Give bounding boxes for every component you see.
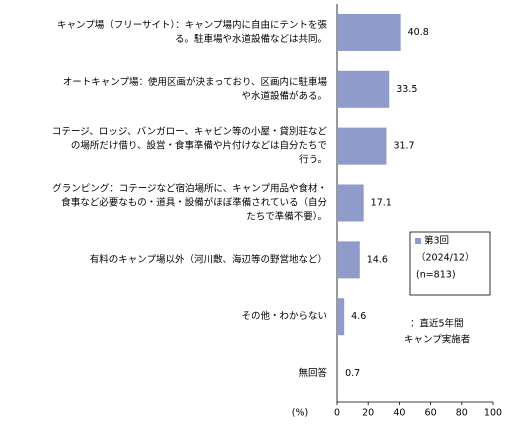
x-axis-label: (%) — [292, 408, 308, 419]
value-label: 0.7 — [345, 368, 360, 379]
bar — [337, 184, 364, 222]
category-label: その他・わからない — [241, 310, 327, 322]
bar — [337, 298, 345, 336]
category-label: 無回答 — [298, 367, 327, 379]
category-label: の場所だけ借り、設営・食事準備や片付けなどは自分たちで — [71, 140, 327, 152]
bar — [337, 127, 387, 165]
category-label: 食事など必要なもの・道具・設備がほぼ準備されている（自分 — [61, 197, 327, 209]
category-label: や水道設備がある。 — [241, 90, 327, 102]
x-tick-label: 80 — [456, 408, 468, 419]
bar — [337, 241, 360, 279]
annotation: キャンプ実施者 — [404, 334, 470, 346]
category-label: キャンプ場（フリーサイト）：キャンプ場内に自由にテントを張 — [57, 19, 327, 31]
x-tick-label: 40 — [393, 408, 405, 419]
bar — [337, 70, 390, 108]
category-label: たちで準備不要）。 — [246, 211, 327, 223]
category-label: 有料のキャンプ場以外（河川敷、海辺等の野営地など） — [90, 253, 327, 265]
x-tick-label: 60 — [425, 408, 437, 419]
x-tick-label: 20 — [362, 408, 374, 419]
bar — [337, 13, 401, 51]
value-label: 31.7 — [393, 141, 414, 152]
legend-label: （2024/12） — [416, 252, 474, 264]
value-label: 4.6 — [351, 311, 366, 322]
value-label: 17.1 — [371, 198, 392, 209]
legend-box — [409, 231, 491, 296]
category-label: 行う。 — [299, 154, 327, 166]
bar — [337, 355, 339, 393]
category-label: オートキャンプ場：使用区画が決まっており、区画内に駐車場 — [63, 76, 328, 88]
legend-swatch — [415, 238, 421, 244]
legend-label: 第3回 — [424, 235, 449, 247]
value-label: 33.5 — [396, 84, 417, 95]
value-label: 14.6 — [367, 254, 388, 265]
category-label: グランピング：コテージなど宿泊場所に、キャンプ用品や食材・ — [52, 183, 327, 195]
x-tick-label: 100 — [484, 408, 502, 419]
x-tick-label: 0 — [334, 408, 340, 419]
value-label: 40.8 — [408, 27, 429, 38]
legend-label: (n=813) — [416, 270, 456, 281]
annotation: ：直近5年間 — [410, 318, 464, 330]
category-label: コテージ、ロッジ、バンガロー、キャビン等の小屋・貸別荘など — [52, 126, 328, 138]
category-label: る。駐車場や水道設備などは共同。 — [175, 33, 327, 45]
